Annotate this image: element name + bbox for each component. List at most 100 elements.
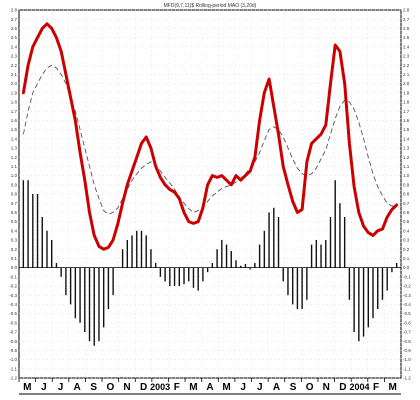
y-tick-label-right: 1.5 bbox=[403, 127, 410, 132]
y-tick-label-left: 0.2 bbox=[11, 247, 18, 252]
y-tick-label-left: 2.1 bbox=[11, 72, 18, 77]
x-tick-label: F bbox=[373, 382, 379, 393]
y-tick-label-right: 1.8 bbox=[403, 100, 410, 105]
y-tick-label-left: 0.8 bbox=[11, 192, 18, 197]
y-tick-label-left: -0.2 bbox=[9, 284, 17, 289]
y-tick-label-right: 0.8 bbox=[403, 192, 410, 197]
y-tick-label-right: -1.0 bbox=[403, 357, 411, 362]
y-tick-label-right: 2.8 bbox=[403, 8, 410, 13]
y-tick-label-right: 1.1 bbox=[403, 164, 410, 169]
y-tick-label-left: 0.3 bbox=[11, 238, 18, 243]
y-tick-label-left: 2.4 bbox=[11, 44, 18, 49]
y-tick-label-right: -0.7 bbox=[403, 330, 411, 335]
x-tick-label: M bbox=[222, 382, 230, 393]
x-tick-label: F bbox=[174, 382, 180, 393]
y-tick-label-left: 1.3 bbox=[11, 146, 18, 151]
x-tick-label: A bbox=[74, 382, 81, 393]
x-tick-label: 2004 bbox=[349, 382, 369, 392]
y-tick-label-left: 0.6 bbox=[11, 210, 18, 215]
x-tick-label: 2003 bbox=[150, 382, 170, 392]
y-tick-label-right: 0.2 bbox=[403, 247, 410, 252]
y-tick-label-right: -0.2 bbox=[403, 284, 411, 289]
y-tick-label-right: -0.9 bbox=[403, 348, 411, 353]
y-tick-label-left: -1.1 bbox=[9, 366, 17, 371]
y-tick-label-right: -1.2 bbox=[403, 376, 411, 381]
y-tick-label-right: 0.6 bbox=[403, 210, 410, 215]
y-tick-label-right: 2.6 bbox=[403, 26, 410, 31]
y-tick-label-right: 2.4 bbox=[403, 44, 410, 49]
y-tick-label-left: -0.6 bbox=[9, 320, 17, 325]
y-tick-label-right: 0.1 bbox=[403, 256, 410, 261]
y-tick-label-left: 1.6 bbox=[11, 118, 18, 123]
y-tick-label-left: -0.7 bbox=[9, 330, 17, 335]
y-tick-label-right: -0.3 bbox=[403, 293, 411, 298]
y-tick-label-right: 1.9 bbox=[403, 90, 410, 95]
y-tick-label-left: 1.4 bbox=[11, 136, 18, 141]
y-tick-label-left: 1.9 bbox=[11, 90, 18, 95]
x-tick-label: A bbox=[206, 382, 213, 393]
y-tick-label-left: 0.4 bbox=[11, 228, 18, 233]
y-tick-label-right: 0.7 bbox=[403, 201, 410, 206]
x-tick-label: S bbox=[290, 382, 297, 393]
y-tick-label-left: -1.2 bbox=[9, 376, 17, 381]
x-tick-label: J bbox=[41, 382, 47, 393]
y-tick-label-left: 2.5 bbox=[11, 35, 18, 40]
x-tick-label: N bbox=[123, 382, 130, 393]
y-tick-label-left: -0.4 bbox=[9, 302, 17, 307]
x-tick-label: J bbox=[240, 382, 246, 393]
y-tick-label-right: 2.2 bbox=[403, 63, 410, 68]
y-tick-label-left: 0.1 bbox=[11, 256, 18, 261]
signal-line bbox=[22, 64, 397, 215]
y-tick-label-right: 1.0 bbox=[403, 173, 410, 178]
y-tick-label-left: 0.0 bbox=[11, 265, 18, 270]
x-tick-label: S bbox=[90, 382, 97, 393]
y-tick-label-right: -0.6 bbox=[403, 320, 411, 325]
y-tick-label-right: 2.3 bbox=[403, 54, 410, 59]
y-tick-label-left: 0.5 bbox=[11, 219, 18, 224]
y-tick-label-left: -1.0 bbox=[9, 357, 17, 362]
chart-title: MFD(9,7,11)$ Rolling-period MAO (3,20d) bbox=[164, 3, 257, 9]
y-tick-label-left: 1.5 bbox=[11, 127, 18, 132]
x-tick-label: D bbox=[140, 382, 147, 393]
y-tick-label-right: 2.0 bbox=[403, 81, 410, 86]
y-tick-label-left: 2.6 bbox=[11, 26, 18, 31]
y-tick-label-left: 1.1 bbox=[11, 164, 18, 169]
y-tick-label-left: -0.5 bbox=[9, 311, 17, 316]
y-tick-label-right: -0.8 bbox=[403, 339, 411, 344]
x-tick-label: O bbox=[306, 382, 314, 393]
y-tick-label-left: 2.3 bbox=[11, 54, 18, 59]
y-tick-label-left: -0.8 bbox=[9, 339, 17, 344]
y-tick-label-left: 0.9 bbox=[11, 182, 18, 187]
y-tick-label-left: 1.2 bbox=[11, 155, 18, 160]
y-tick-label-right: 2.7 bbox=[403, 17, 410, 22]
y-tick-label-right: -0.1 bbox=[403, 274, 411, 279]
y-tick-label-left: 1.7 bbox=[11, 109, 18, 114]
y-tick-label-right: 0.9 bbox=[403, 182, 410, 187]
main-line bbox=[21, 22, 399, 251]
y-tick-label-right: 1.7 bbox=[403, 109, 410, 114]
y-tick-label-left: 1.8 bbox=[11, 100, 18, 105]
y-tick-label-left: 0.7 bbox=[11, 201, 18, 206]
y-tick-label-left: -0.1 bbox=[9, 274, 17, 279]
y-tick-label-right: 0.0 bbox=[403, 265, 410, 270]
x-tick-label: D bbox=[339, 382, 346, 393]
y-tick-label-left: 2.7 bbox=[11, 17, 18, 22]
y-tick-label-right: 0.3 bbox=[403, 238, 410, 243]
y-tick-label-right: 0.5 bbox=[403, 219, 410, 224]
y-tick-label-right: -0.4 bbox=[403, 302, 411, 307]
y-tick-label-left: 2.8 bbox=[11, 8, 18, 13]
x-tick-label: J bbox=[58, 382, 64, 393]
y-tick-label-right: 1.2 bbox=[403, 155, 410, 160]
y-tick-label-right: 2.5 bbox=[403, 35, 410, 40]
y-tick-label-left: -0.3 bbox=[9, 293, 17, 298]
y-tick-label-right: 2.1 bbox=[403, 72, 410, 77]
x-tick-label: M bbox=[189, 382, 197, 393]
x-tick-label: N bbox=[323, 382, 330, 393]
x-tick-label: O bbox=[106, 382, 114, 393]
y-tick-label-right: -0.5 bbox=[403, 311, 411, 316]
y-tick-label-left: -0.9 bbox=[9, 348, 17, 353]
y-tick-label-right: 0.4 bbox=[403, 228, 410, 233]
y-tick-label-right: 1.6 bbox=[403, 118, 410, 123]
